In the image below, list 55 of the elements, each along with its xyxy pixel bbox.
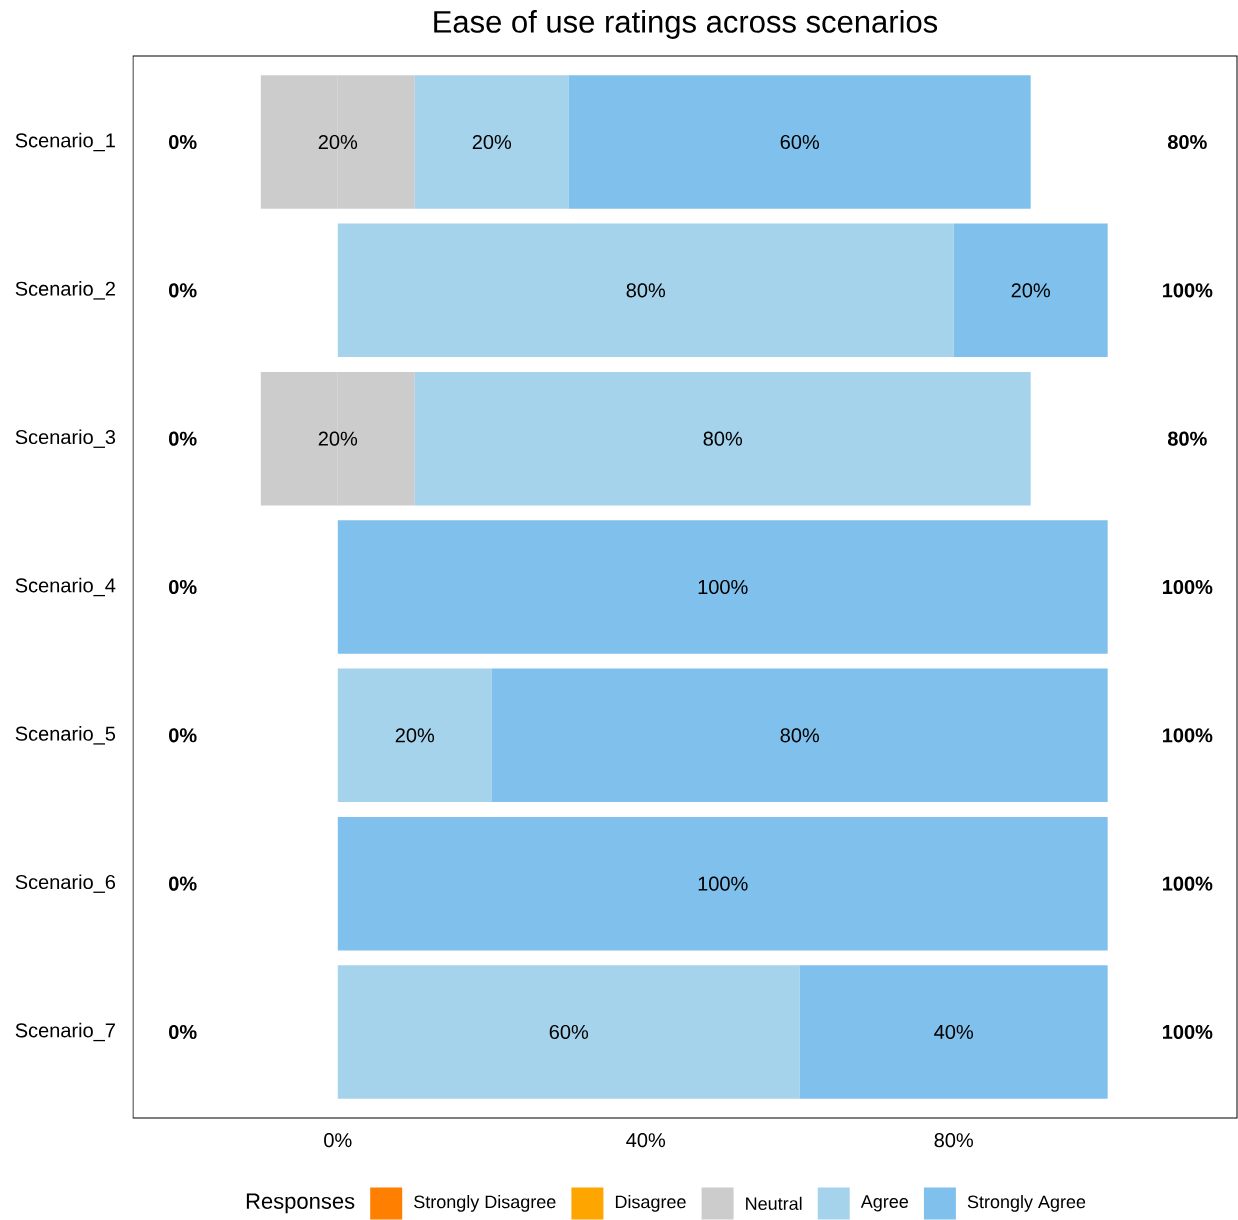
data-label: 100% <box>698 876 748 891</box>
data-label: 20% <box>1011 283 1050 298</box>
legend-label: Strongly Agree <box>967 1195 1086 1212</box>
bar <box>337 223 954 358</box>
bar <box>953 223 1108 358</box>
y-tick-label: Scenario_7 <box>15 1022 115 1042</box>
x-tick-label: 40% <box>626 1133 666 1148</box>
bar <box>414 371 1031 506</box>
data-label: 80% <box>626 283 666 298</box>
annotation: 100% <box>1163 283 1213 298</box>
bar <box>337 816 1108 951</box>
y-tick-label: Scenario_1 <box>15 132 115 152</box>
annotation: 80% <box>1167 431 1207 446</box>
annotation: 20% <box>318 431 358 446</box>
bar <box>568 75 1031 209</box>
legend-label: Disagree <box>615 1195 686 1212</box>
y-tick-label: Scenario_2 <box>15 281 115 300</box>
annotation: 100% <box>1163 1024 1213 1040</box>
data-label: 80% <box>780 728 820 743</box>
bar <box>337 520 1108 654</box>
annotation: 0% <box>169 135 197 150</box>
annotation: 100% <box>1163 876 1213 891</box>
annotation: 100% <box>1163 579 1213 595</box>
annotation: 20% <box>318 135 358 150</box>
data-label: 100% <box>698 579 748 595</box>
data-label: 20% <box>395 728 435 743</box>
annotation: 0% <box>169 728 197 743</box>
x-tick-label: 0% <box>324 1133 352 1148</box>
annotation: 0% <box>169 579 197 595</box>
bar <box>799 965 1108 1099</box>
annotation: 0% <box>169 1024 197 1040</box>
data-label: 80% <box>703 431 743 446</box>
legend-label: Agree <box>860 1195 909 1212</box>
annotation: 0% <box>169 283 197 298</box>
bar <box>491 668 1108 803</box>
y-tick-label: Scenario_5 <box>15 726 116 745</box>
legend-label: Strongly Disagree <box>414 1195 556 1212</box>
legend-title: Responses <box>246 1193 355 1214</box>
data-label: 60% <box>780 135 820 150</box>
annotation: 80% <box>1167 135 1207 150</box>
chart-title: Ease of use ratings across scenarios <box>434 10 938 39</box>
y-tick-label: Scenario_3 <box>15 429 116 448</box>
x-tick-label: 80% <box>934 1133 974 1148</box>
bar <box>337 965 800 1099</box>
annotation: 0% <box>169 431 197 446</box>
bar <box>414 75 569 209</box>
data-label: 60% <box>549 1024 589 1040</box>
y-tick-label: Scenario_6 <box>15 874 116 893</box>
data-label: 40% <box>934 1024 974 1040</box>
annotation: 100% <box>1163 728 1213 743</box>
annotation: 0% <box>169 876 197 891</box>
legend-label: Neutral <box>746 1196 802 1211</box>
data-label: 20% <box>472 135 512 150</box>
bar <box>337 668 492 803</box>
y-tick-label: Scenario_4 <box>15 577 116 597</box>
